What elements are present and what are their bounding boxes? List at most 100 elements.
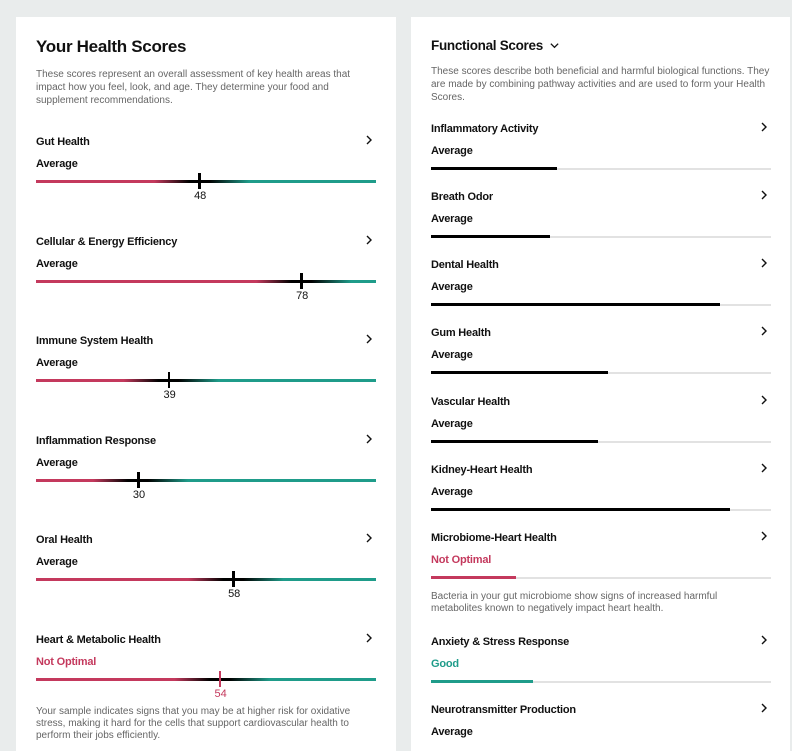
- score-status: Average: [431, 349, 473, 361]
- score-value: 39: [163, 389, 176, 401]
- score-value: 54: [214, 688, 227, 700]
- score-track: [431, 577, 771, 579]
- score-fill: [431, 508, 731, 511]
- functional-score-breath-odor[interactable]: Breath Odor Average: [431, 190, 771, 251]
- chevron-down-icon: [550, 43, 559, 49]
- score-gauge: [36, 578, 376, 581]
- chevron-right-icon: [761, 395, 767, 405]
- score-status: Average: [431, 213, 473, 225]
- functional-score-kidney-heart-health[interactable]: Kidney-Heart Health Average: [431, 463, 771, 524]
- chevron-right-icon: [761, 258, 767, 268]
- score-gauge: [36, 678, 376, 681]
- chevron-right-icon: [366, 135, 372, 145]
- health-scores-title: Your Health Scores: [36, 37, 187, 56]
- functional-score-vascular-health[interactable]: Vascular Health Average: [431, 395, 771, 456]
- functional-score-microbiome-heart-health[interactable]: Microbiome-Heart Health Not Optimal Bact…: [431, 531, 771, 614]
- health-score-oral-health[interactable]: Oral Health Average 58: [36, 533, 376, 604]
- score-marker: [232, 571, 235, 587]
- health-scores-panel: Your Health Scores These scores represen…: [16, 17, 396, 751]
- score-status: Average: [36, 158, 78, 170]
- chevron-right-icon: [761, 635, 767, 645]
- chevron-right-icon: [366, 334, 372, 344]
- score-fill: [431, 167, 557, 170]
- score-marker: [218, 671, 222, 687]
- score-marker: [300, 273, 303, 289]
- score-status: Average: [36, 457, 78, 469]
- score-status: Average: [431, 486, 473, 498]
- health-score-immune-system-health[interactable]: Immune System Health Average 39: [36, 334, 376, 405]
- functional-score-anxiety-and-stress-response[interactable]: Anxiety & Stress Response Good: [431, 635, 771, 696]
- chevron-right-icon: [761, 190, 767, 200]
- score-track: [431, 168, 771, 170]
- chevron-right-icon: [366, 434, 372, 444]
- functional-scores-dropdown[interactable]: Functional Scores: [431, 38, 560, 53]
- score-fill: [431, 680, 533, 683]
- functional-scores-panel: Functional Scores These scores describe …: [411, 17, 790, 751]
- score-status: Average: [431, 145, 473, 157]
- score-status: Not Optimal: [36, 656, 97, 668]
- score-name: Neurotransmitter Production: [431, 704, 576, 716]
- chevron-right-icon: [761, 122, 767, 132]
- score-name: Inflammation Response: [36, 435, 156, 447]
- score-name: Microbiome-Heart Health: [431, 532, 557, 544]
- score-note: Bacteria in your gut microbiome show sig…: [431, 591, 718, 614]
- score-gauge: [36, 180, 376, 183]
- chevron-right-icon: [761, 463, 767, 473]
- health-score-inflammation-response[interactable]: Inflammation Response Average 30: [36, 434, 376, 505]
- score-status: Not Optimal: [431, 554, 492, 566]
- score-name: Gum Health: [431, 327, 491, 339]
- score-marker: [137, 472, 140, 488]
- score-track: [431, 681, 771, 683]
- score-note: Your sample indicates signs that you may…: [36, 706, 351, 741]
- score-value: 78: [296, 290, 309, 302]
- functional-score-inflammatory-activity[interactable]: Inflammatory Activity Average: [431, 122, 771, 183]
- score-name: Kidney-Heart Health: [431, 464, 533, 476]
- functional-score-neurotransmitter-production[interactable]: Neurotransmitter Production Average: [431, 703, 771, 751]
- score-marker: [198, 173, 201, 189]
- score-fill: [431, 303, 720, 306]
- health-score-heart-and-metabolic-health[interactable]: Heart & Metabolic Health Not Optimal 54 …: [36, 633, 376, 741]
- score-name: Anxiety & Stress Response: [431, 636, 570, 648]
- score-name: Vascular Health: [431, 396, 510, 408]
- score-gauge: [36, 379, 376, 382]
- score-track: [431, 236, 771, 238]
- chevron-right-icon: [761, 703, 767, 713]
- score-name: Oral Health: [36, 534, 93, 546]
- score-fill: [431, 371, 608, 374]
- score-status: Average: [36, 556, 78, 568]
- health-score-cellular-and-energy-efficiency[interactable]: Cellular & Energy Efficiency Average 78: [36, 235, 376, 306]
- score-status: Average: [431, 281, 473, 293]
- health-scores-description: These scores represent an overall assess…: [36, 69, 351, 106]
- score-track: [431, 441, 771, 443]
- score-gauge: [36, 479, 376, 482]
- score-value: 30: [132, 489, 146, 501]
- chevron-right-icon: [761, 326, 767, 336]
- functional-score-dental-health[interactable]: Dental Health Average: [431, 258, 771, 319]
- chevron-right-icon: [366, 633, 372, 643]
- score-status: Average: [431, 418, 473, 430]
- score-marker: [167, 372, 171, 388]
- score-value: 58: [228, 588, 241, 600]
- functional-scores-title: Functional Scores: [431, 38, 543, 53]
- score-name: Immune System Health: [36, 335, 154, 347]
- score-fill: [431, 235, 550, 238]
- chevron-right-icon: [366, 235, 372, 245]
- chevron-right-icon: [761, 531, 767, 541]
- score-name: Dental Health: [431, 259, 499, 271]
- health-score-gut-health[interactable]: Gut Health Average 48: [36, 135, 376, 206]
- score-fill: [431, 440, 598, 443]
- functional-scores-description: These scores describe both beneficial an…: [431, 66, 770, 103]
- score-gauge: [36, 280, 376, 283]
- score-name: Heart & Metabolic Health: [36, 634, 161, 646]
- functional-score-gum-health[interactable]: Gum Health Average: [431, 326, 771, 387]
- score-status: Average: [431, 726, 473, 738]
- chevron-right-icon: [366, 533, 372, 543]
- score-name: Inflammatory Activity: [431, 123, 539, 135]
- score-fill: [431, 576, 516, 579]
- score-name: Cellular & Energy Efficiency: [36, 236, 178, 248]
- score-status: Average: [36, 357, 78, 369]
- score-name: Breath Odor: [431, 191, 493, 203]
- score-status: Good: [431, 658, 459, 670]
- score-status: Average: [36, 258, 78, 270]
- score-value: 48: [194, 190, 207, 202]
